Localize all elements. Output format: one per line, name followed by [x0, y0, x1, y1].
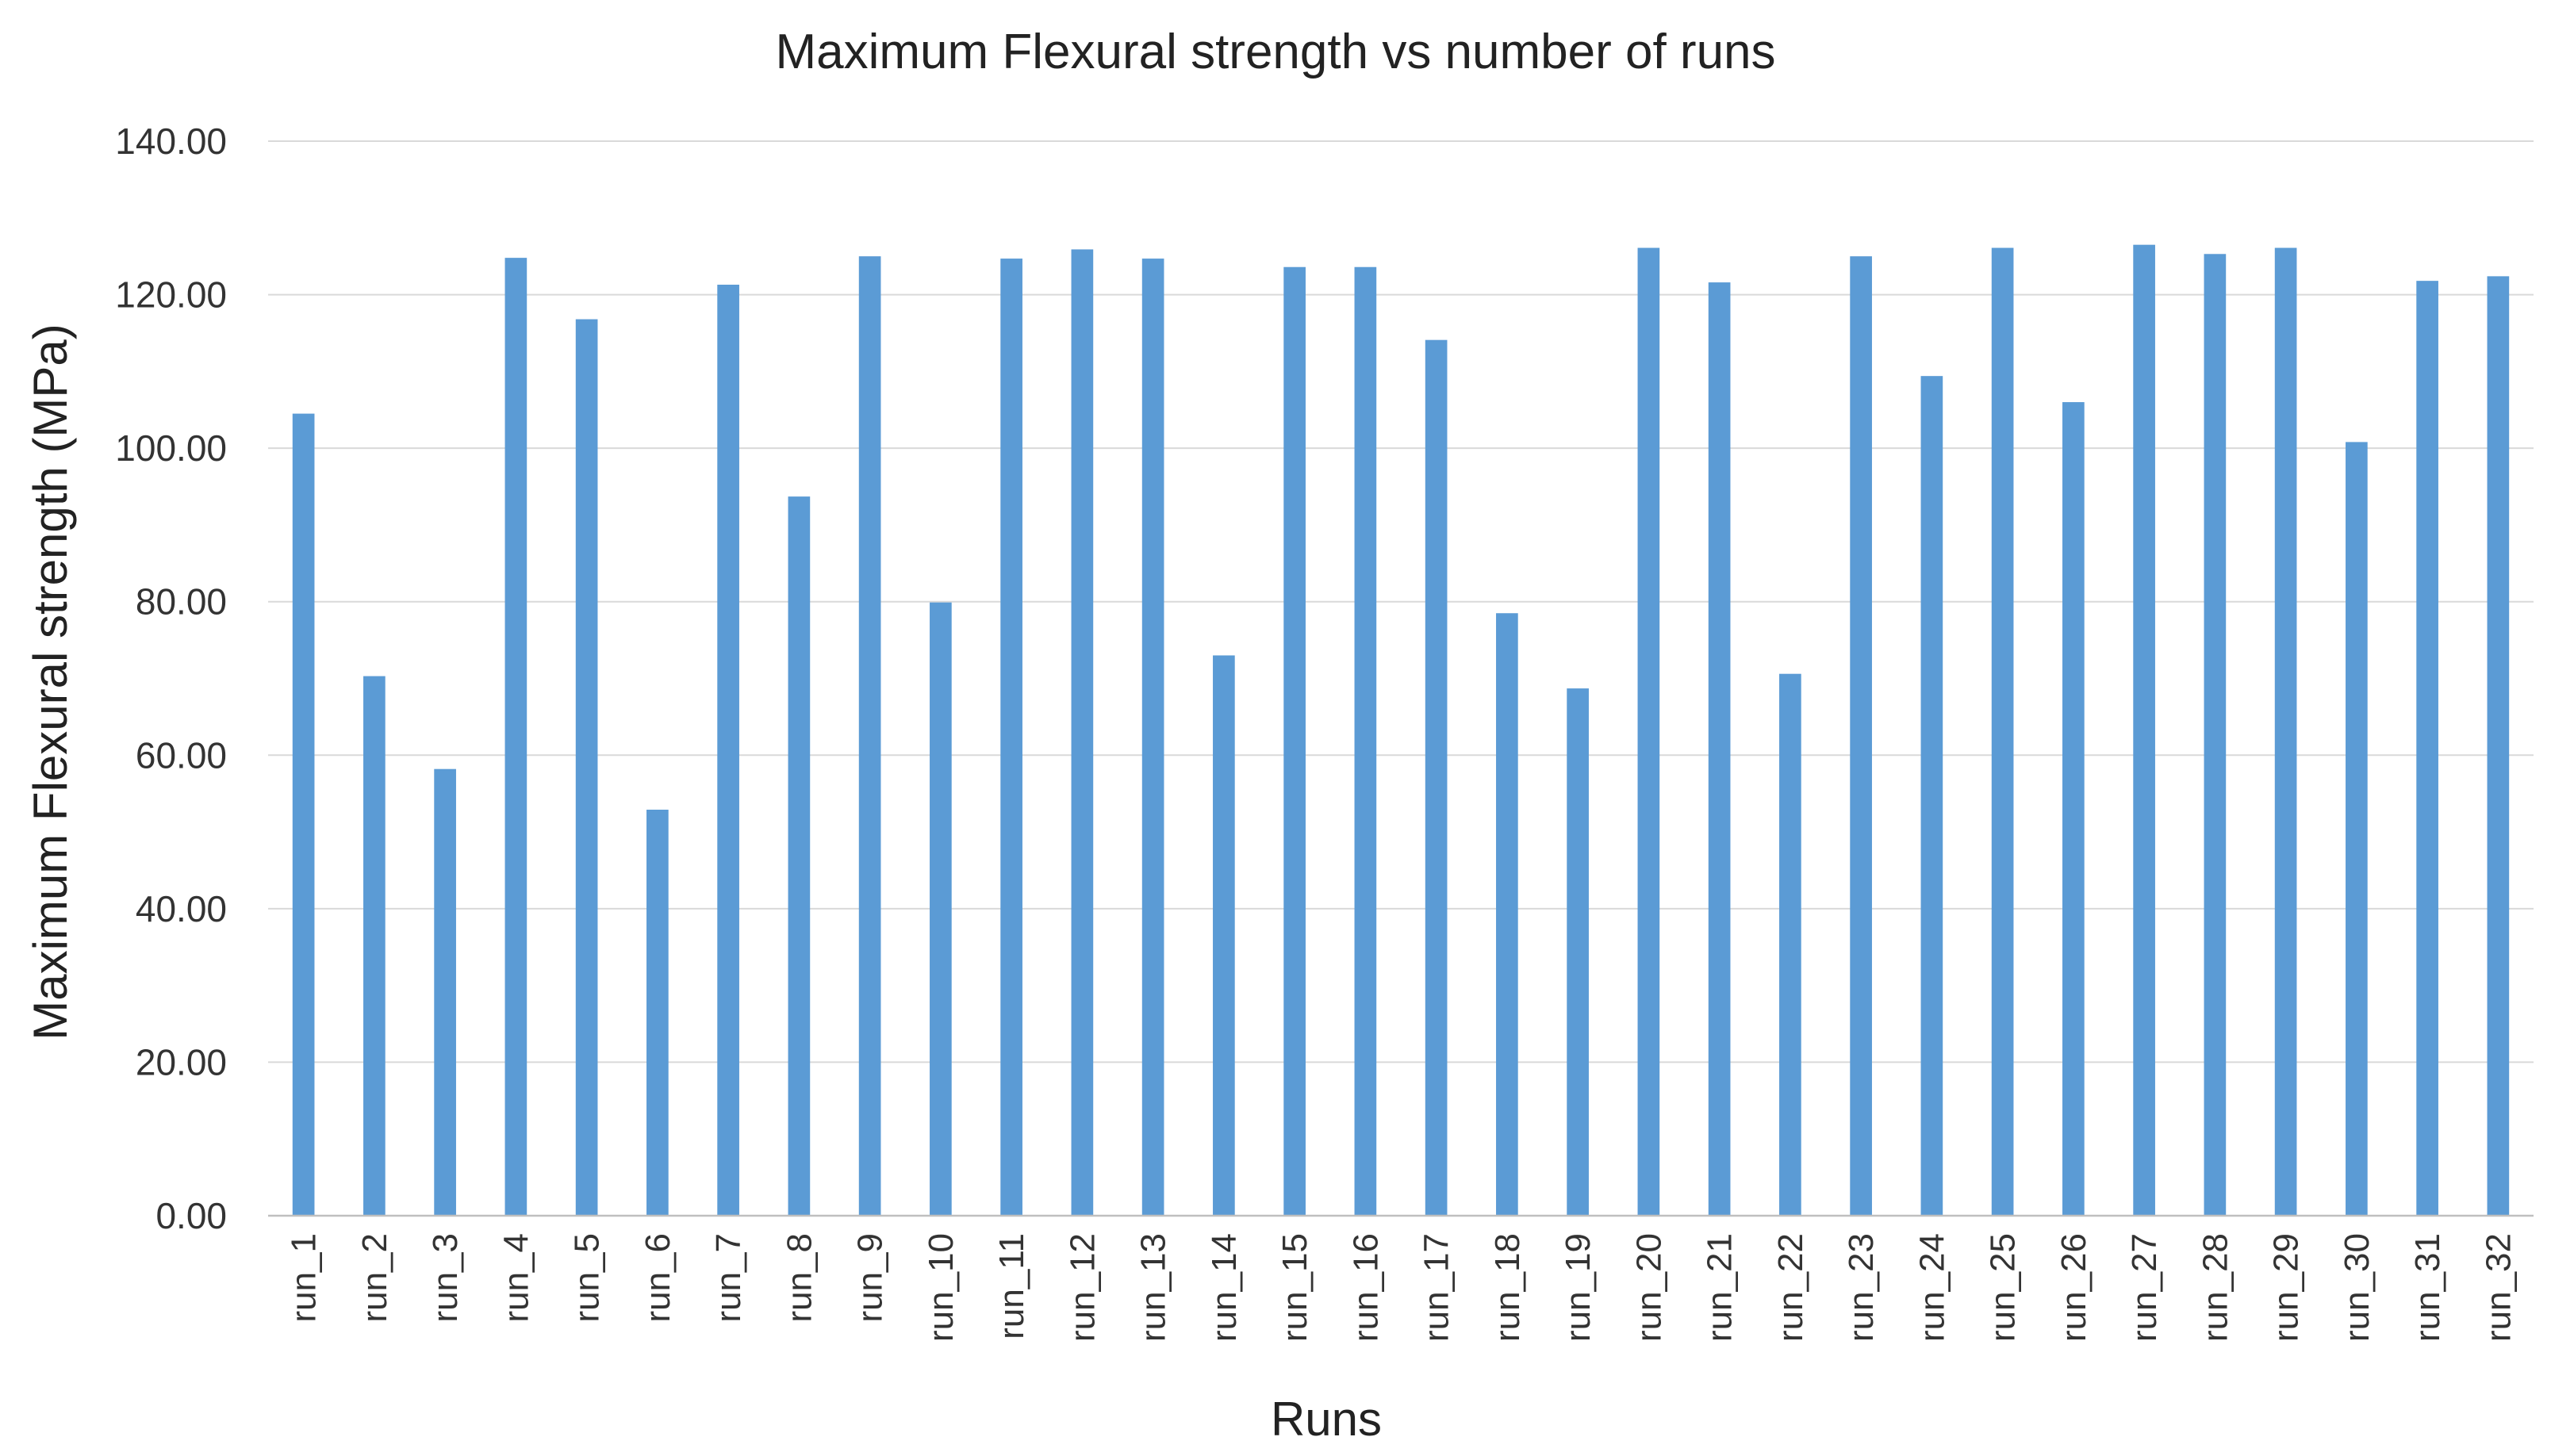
x-tick-label: run_29	[2267, 1233, 2306, 1342]
bar-run-11	[1000, 259, 1022, 1216]
bar-run-26	[2062, 402, 2085, 1217]
gridlines	[268, 140, 2534, 1063]
x-tick-label: run_3	[426, 1233, 465, 1323]
y-tick-label: 40.00	[136, 888, 227, 929]
x-tick-label: run_23	[1842, 1233, 1881, 1342]
bar-run-9	[858, 256, 881, 1216]
bar-run-15	[1283, 266, 1306, 1217]
x-tick-label: run_22	[1771, 1233, 1810, 1342]
x-tick-label: run_14	[1205, 1233, 1244, 1342]
bar-run-6	[646, 810, 669, 1216]
bar-run-19	[1567, 688, 1589, 1216]
y-tick-label: 120.00	[115, 274, 227, 316]
bar-run-22	[1779, 673, 1801, 1216]
y-tick-label: 100.00	[115, 427, 227, 469]
x-tick-label: run_19	[1559, 1233, 1598, 1342]
x-tick-label: run_1	[285, 1233, 324, 1323]
bar-run-7	[717, 284, 739, 1217]
bar-run-10	[930, 602, 952, 1216]
bar-run-2	[363, 676, 386, 1216]
y-axis-title: Maximum Flexural strength (MPa)	[24, 324, 77, 1040]
x-tick-label: run_13	[1134, 1233, 1173, 1342]
y-tick-label: 20.00	[136, 1041, 227, 1082]
bar-run-24	[1920, 376, 1943, 1216]
bar-run-3	[434, 768, 456, 1216]
bar-run-16	[1354, 266, 1377, 1217]
x-axis-title: Runs	[1271, 1393, 1382, 1446]
bar-run-8	[788, 496, 811, 1216]
x-tick-label: run_9	[851, 1233, 890, 1323]
x-tick-label: run_16	[1346, 1233, 1385, 1342]
bar-run-20	[1637, 247, 1660, 1217]
chart-title: Maximum Flexural strength vs number of r…	[775, 25, 1775, 79]
x-tick-label: run_30	[2338, 1233, 2376, 1342]
x-tick-label: run_6	[639, 1233, 677, 1323]
x-tick-label: run_10	[922, 1233, 961, 1342]
y-tick-label: 140.00	[115, 121, 227, 162]
bar-run-1	[292, 413, 315, 1216]
x-tick-label: run_21	[1701, 1233, 1740, 1342]
x-tick-label: run_17	[1417, 1233, 1456, 1342]
x-tick-label: run_25	[1984, 1233, 2023, 1342]
x-tick-label: run_15	[1276, 1233, 1314, 1342]
x-tick-label: run_8	[780, 1233, 819, 1323]
x-tick-label: run_24	[1912, 1233, 1951, 1342]
bar-run-13	[1141, 259, 1164, 1216]
x-tick-label: run_28	[2196, 1233, 2235, 1342]
y-axis-ticks: 0.00 20.00 40.00 60.00 80.00 100.00 120.00 140.…	[115, 121, 227, 1236]
bar-run-31	[2416, 281, 2438, 1216]
x-tick-label: run_26	[2054, 1233, 2093, 1342]
x-tick-label: run_4	[497, 1233, 535, 1323]
x-tick-label: run_2	[355, 1233, 394, 1323]
bar-run-25	[1991, 247, 2014, 1217]
x-tick-label: run_27	[2125, 1233, 2164, 1342]
x-tick-label: run_18	[1488, 1233, 1527, 1342]
bar-run-4	[504, 258, 527, 1217]
bar-run-23	[1850, 256, 1872, 1216]
bar-run-27	[2133, 244, 2155, 1217]
y-tick-label: 0.00	[155, 1195, 227, 1236]
bar-run-21	[1708, 282, 1731, 1217]
x-tick-label: run_5	[568, 1233, 607, 1323]
x-axis-ticks: run_1 run_2 run_3 run_4 run_5 run_6 run_7 run_8…	[285, 1233, 2518, 1342]
x-tick-label: run_20	[1629, 1233, 1668, 1342]
bar-run-14	[1213, 655, 1235, 1216]
x-tick-label: run_31	[2408, 1233, 2447, 1342]
bar-run-5	[575, 319, 598, 1216]
y-tick-label: 80.00	[136, 581, 227, 623]
bar-run-32	[2487, 276, 2510, 1216]
bar-run-17	[1425, 339, 1448, 1216]
bar-run-30	[2346, 442, 2368, 1216]
bar-run-12	[1071, 249, 1094, 1216]
x-tick-label: run_32	[2479, 1233, 2518, 1342]
bar-run-18	[1496, 613, 1518, 1216]
x-tick-label: run_11	[992, 1233, 1031, 1339]
x-tick-label: run_12	[1063, 1233, 1102, 1342]
bar-run-29	[2274, 247, 2297, 1217]
x-tick-label: run_7	[709, 1233, 748, 1323]
y-tick-label: 60.00	[136, 734, 227, 776]
bar-run-28	[2204, 254, 2227, 1216]
bars	[292, 244, 2510, 1217]
